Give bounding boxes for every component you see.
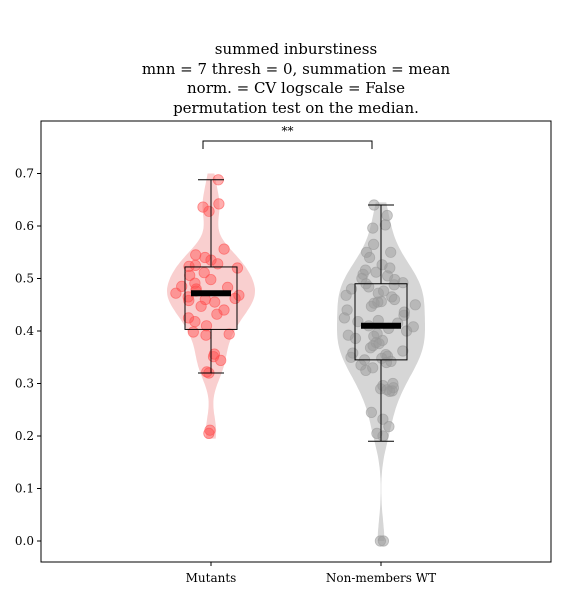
data-point [365, 406, 377, 418]
data-point [211, 308, 223, 320]
data-point [380, 356, 392, 369]
y-tick-label: 0.0 [15, 534, 34, 548]
data-point [212, 258, 224, 270]
data-point [338, 312, 350, 324]
data-point [213, 198, 225, 210]
x-tick-label: Mutants [186, 571, 237, 585]
data-point [397, 345, 409, 357]
data-point [218, 304, 230, 316]
data-point [218, 243, 230, 255]
data-point [200, 329, 212, 341]
data-point [183, 294, 195, 307]
data-point [363, 281, 375, 293]
data-point [365, 300, 377, 312]
data-point [183, 260, 195, 272]
title-line-2: mnn = 7 thresh = 0, summation = mean [142, 60, 451, 78]
data-point [203, 427, 215, 439]
data-point [195, 300, 207, 312]
y-tick-label: 0.2 [15, 429, 34, 443]
data-point [197, 201, 209, 213]
y-tick-label: 0.5 [15, 272, 34, 286]
data-point [383, 385, 396, 397]
y-tick-label: 0.3 [15, 377, 34, 391]
data-point [199, 251, 211, 264]
chart-title: summed inburstiness mnn = 7 thresh = 0, … [142, 40, 451, 117]
data-point [379, 219, 391, 231]
data-point [367, 238, 380, 250]
data-point [340, 289, 352, 301]
data-point [345, 351, 357, 363]
data-point [200, 320, 213, 332]
data-point [182, 312, 195, 324]
title-line-1: summed inburstiness [215, 40, 377, 58]
data-point [360, 364, 372, 376]
data-point [363, 251, 376, 264]
data-point [383, 420, 395, 433]
y-tick-label: 0.7 [15, 167, 34, 181]
data-point [364, 342, 377, 354]
plot-area [167, 173, 425, 547]
data-point [190, 249, 202, 261]
data-point [209, 296, 221, 308]
data-point [385, 246, 397, 258]
data-point [223, 328, 235, 340]
axes-frame [40, 120, 552, 563]
data-point [377, 535, 389, 547]
data-point [203, 205, 215, 217]
data-point [198, 267, 210, 279]
data-point [229, 292, 241, 304]
significance-label: ** [282, 124, 294, 138]
data-point [189, 315, 201, 328]
data-point [388, 293, 401, 306]
data-point [377, 413, 389, 425]
data-point [170, 287, 182, 299]
data-point [409, 299, 421, 311]
data-point [381, 209, 393, 222]
x-tick-label: Non-members WT [326, 571, 436, 585]
y-tick-label: 0.6 [15, 219, 34, 233]
y-tick-label: 0.4 [15, 324, 34, 338]
y-tick-label: 0.1 [15, 482, 34, 496]
title-line-3: norm. = CV logscale = False [187, 79, 405, 97]
significance-bracket [202, 140, 373, 149]
data-point [215, 354, 227, 366]
data-point [187, 326, 199, 338]
data-point [182, 291, 194, 303]
data-point [370, 266, 382, 278]
title-line-4: permutation test on the median. [173, 99, 419, 117]
data-point [388, 279, 400, 291]
data-point [367, 222, 379, 234]
data-point [205, 273, 217, 286]
data-point [377, 430, 389, 442]
axes: 0.0 0.1 0.2 0.3 0.4 0.5 0.6 0.7 Mutants Non-membe… [15, 120, 552, 585]
